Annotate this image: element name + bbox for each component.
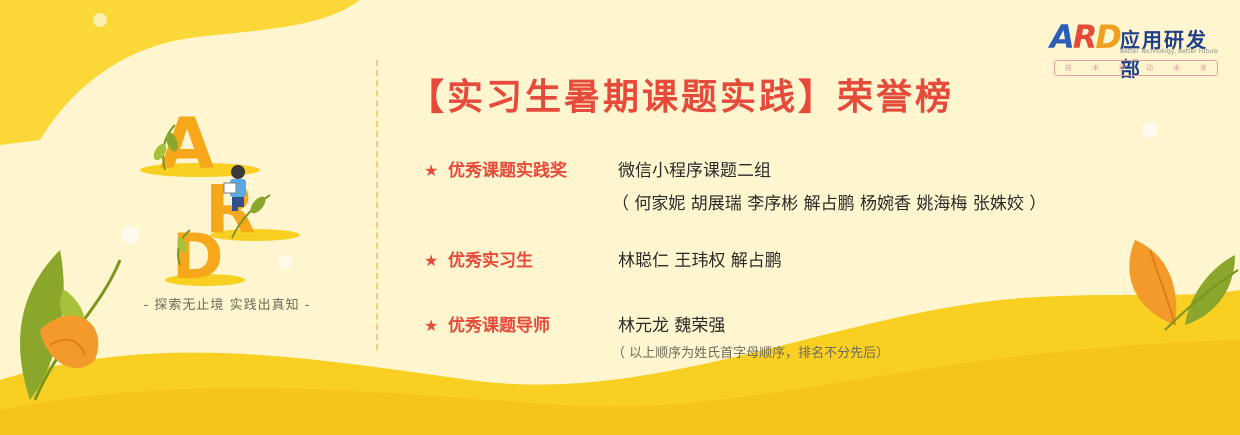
svg-text:D: D bbox=[172, 220, 223, 293]
ard-letters-illustration: A R D bbox=[140, 103, 300, 293]
logo-letters: ARD bbox=[1050, 18, 1122, 56]
star-icon: ★ bbox=[424, 161, 439, 180]
top-left-wave bbox=[0, 0, 360, 145]
logo-tagline: Better Technology, Better Future bbox=[1120, 48, 1218, 55]
ordering-note: （ 以上顺序为姓氏首字母顺序，排名不分先后） bbox=[612, 346, 890, 361]
team-members: （ 何家妮 胡展瑞 李序彬 解占鹏 杨婉香 姚海梅 张姝姣 ） bbox=[612, 194, 1047, 214]
award-category: 优秀课题实践奖 bbox=[448, 161, 567, 181]
award-row-intern: ★ 优秀实习生 林聪仁 王玮权 解占鹏 bbox=[424, 246, 782, 271]
page-title: 【实习生暑期课题实践】荣誉榜 bbox=[408, 77, 955, 118]
award-category: 优秀实习生 bbox=[448, 251, 533, 271]
award-winner: 林聪仁 王玮权 解占鹏 bbox=[618, 251, 782, 271]
ard-logo: ARD 应用研发部 Better Technology, Better Futu… bbox=[1050, 18, 1225, 81]
award-winner: 林元龙 魏荣强 bbox=[618, 316, 726, 336]
logo-slogan-box: 技 术 驱 动 未 来 bbox=[1054, 60, 1218, 76]
dashed-divider bbox=[376, 60, 378, 350]
motto: - 探索无止境 实践出真知 - bbox=[143, 298, 311, 313]
left-leaves bbox=[20, 250, 122, 401]
logo-department-name: 应用研发部 bbox=[1120, 28, 1208, 81]
award-winner: 微信小程序课题二组 bbox=[618, 161, 771, 181]
right-leaves bbox=[1129, 240, 1239, 331]
award-category: 优秀课题导师 bbox=[448, 316, 550, 336]
award-row-mentor: ★ 优秀课题导师 林元龙 魏荣强 bbox=[424, 311, 725, 336]
star-icon: ★ bbox=[424, 316, 439, 335]
star-icon: ★ bbox=[424, 251, 439, 270]
award-row-project: ★ 优秀课题实践奖 微信小程序课题二组 bbox=[424, 156, 771, 181]
